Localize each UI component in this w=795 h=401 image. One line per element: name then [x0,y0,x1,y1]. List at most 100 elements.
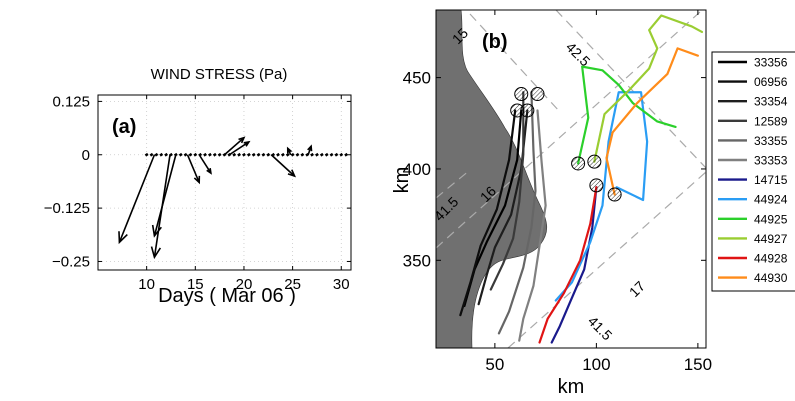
wind-vector-small [266,152,271,157]
wind-vector-small [324,152,329,157]
wind-vector-head [151,224,162,238]
wind-vector-small [276,152,280,157]
drifter-tracks [459,14,704,344]
deployment-marker [571,156,586,171]
wind-vector-small [188,152,193,157]
wind-stress-title: WIND STRESS (Pa) [151,66,288,83]
contour-label: 42.5 [563,39,594,70]
wind-vector-small [261,152,266,157]
wind-vector-small [144,152,149,157]
wind-vector [118,154,156,243]
legend-label: 14715 [754,173,788,187]
wind-vector-small [300,152,305,157]
wind-vector-small [207,152,212,157]
wind-vector-head [286,146,293,154]
wind-vector [153,154,177,237]
wind-vector-small [193,152,198,157]
wind-vector-small [339,152,344,157]
wind-vector-small [159,152,164,157]
wind-vector-head [193,175,201,185]
wind-vector-small [178,152,183,157]
wind-vector-small [237,152,242,157]
legend-label: 33356 [754,56,788,70]
wind-stress-panel-label: (a) [112,116,136,138]
legend-label: 33354 [754,95,788,109]
legend-label: 44924 [754,193,788,207]
wind-stress-ticks: 10 15 20 25 30 0.125 0 −0.125 −0.25 [44,93,351,293]
x-tick-label: 15 [187,276,204,293]
legend-box [711,51,795,292]
deployment-marker [589,178,604,193]
x-tick-label: 50 [485,355,504,374]
wind-vector-small [183,152,188,157]
wind-vector-small [295,152,300,157]
wind-vector-small [280,152,285,157]
wind-vector-small [251,152,256,157]
wind-vector-small [203,152,207,157]
x-tick-label: 10 [138,276,155,293]
wind-vector-small [344,152,349,157]
deployment-markers [510,87,622,202]
wind-stress-panel: WIND STRESS (Pa) 10 15 20 25 30 0.125 0 −0.125 −… [44,66,352,307]
deployment-marker [530,87,545,102]
wind-vector-small [164,152,169,157]
legend-label: 44925 [754,212,788,226]
trajectory-map-x-axis-label: km [558,376,585,398]
trajectory-map-axes-frame [435,9,707,349]
y-tick-label: 400 [403,160,431,179]
wind-vector [186,154,200,183]
legend-label: 33355 [754,134,788,148]
trajectory-legend: 33356 06956 33354 12589 33355 33353 14715 44924… [711,51,795,292]
wind-vector [228,141,250,156]
wind-vector-small [256,152,261,157]
wind-vector [223,137,245,156]
contour-label: 17 [626,278,648,300]
wind-vector-small [334,152,339,157]
wind-vector-small [232,152,237,157]
wind-vector-small [217,152,222,157]
wind-vector-small [154,152,159,157]
deployment-marker [587,154,602,169]
wind-stress-x-axis-label: Days ( Mar 06 ) [158,285,296,307]
y-tick-label: −0.125 [44,200,90,217]
wind-vector-head [287,169,297,178]
wind-vector-small [290,152,295,157]
x-tick-label: 20 [236,276,253,293]
drifter-track-14715 [550,186,598,344]
y-tick-label: 0 [82,147,90,164]
wind-vector-small [315,152,319,157]
contour-label: 41.5 [585,313,616,344]
wind-vector [198,154,212,174]
y-tick-label: 450 [403,69,431,88]
drifter-track-12589 [489,91,525,291]
wind-vector-small [285,152,290,157]
drifter-track-33355 [497,91,537,335]
deployment-marker [607,187,622,202]
wind-vector-small [246,152,251,157]
wind-stress-axes-frame [97,94,352,271]
coastline-land [436,10,548,348]
wind-vector-head [150,246,162,260]
wind-vector-head [238,136,246,144]
x-tick-label: 150 [684,355,712,374]
y-tick-label: −0.25 [52,253,90,270]
drifter-track-44927 [593,14,704,163]
wind-vector-head [307,144,313,152]
drifter-track-44924 [554,91,649,302]
legend-label: 12589 [754,114,788,128]
legend-label: 06956 [754,75,788,89]
wind-vector-head [206,168,212,175]
legend-label: 33353 [754,154,788,168]
x-tick-label: 30 [333,276,350,293]
wind-vector-small [212,152,217,157]
wind-vector-head [243,140,251,147]
trajectory-map-panel: 15 42.5 16 41.5 17 41.5 50 100 15035040045… [391,9,795,398]
drifter-track-44928 [538,186,598,344]
y-tick-label: 350 [403,251,431,270]
x-tick-label: 25 [284,276,301,293]
wind-vector-small [242,152,246,157]
x-tick-label: 100 [582,355,610,374]
trajectory-map-y-axis-label: km [391,167,413,194]
deployment-marker [520,103,535,118]
